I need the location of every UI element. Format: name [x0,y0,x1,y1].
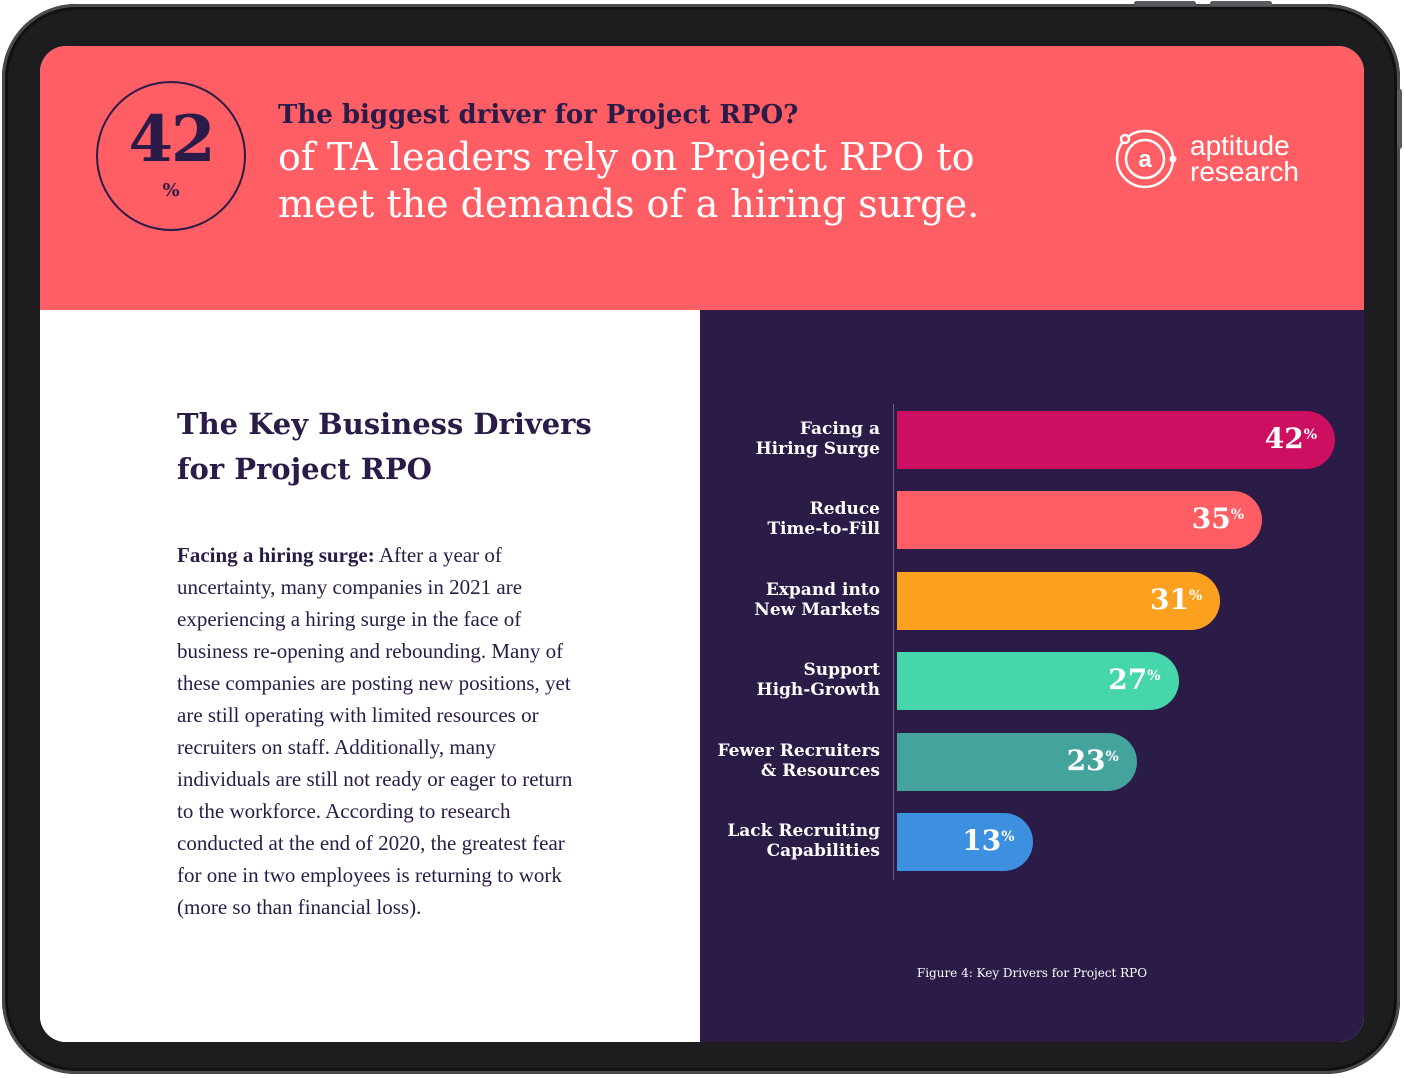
chart-caption: Figure 4: Key Drivers for Project RPO [916,966,1148,980]
bar-label: Facing a Hiring Surge [755,419,880,459]
bar-value-label: 27% [1108,663,1161,697]
stat-badge-value: 42 [128,102,215,177]
header-banner: 42 % The biggest driver for Project RPO?… [40,46,1364,310]
body-text: After a year of uncertainty, many compan… [177,543,573,919]
screen: 42 % The biggest driver for Project RPO?… [40,46,1364,1042]
bar-value-label: 31% [1150,582,1203,616]
volume-button-top [1134,1,1196,6]
svg-text:a: a [1138,146,1152,173]
logo-text-aptitude: aptitude [1190,130,1290,161]
article-column: The Key Business Drivers for Project RPO… [40,310,700,1042]
aptitude-research-logo: a aptitude research [1112,124,1312,194]
stat-badge: 42 % [96,81,246,231]
body-paragraph: Facing a hiring surge: After a year of u… [177,539,577,923]
bar-value-label: 23% [1066,743,1119,777]
bar: 31% [897,571,1221,630]
header-headline: of TA leaders rely on Project RPO to mee… [278,135,980,226]
bar-value-label: 42% [1264,422,1317,455]
volume-button-top-2 [1210,1,1272,6]
bar-label: Fewer Recruiters & Resources [717,740,880,781]
chart-panel: Facing a Hiring Surge 42% Reduce Time-to-Fil… [700,310,1364,1042]
bar-label: Expand into New Markets [754,579,880,620]
body-lead: Facing a hiring surge: [177,543,375,567]
bar-label: Support High-Growth [756,660,880,701]
bar-label: Reduce Time-to-Fill [767,499,880,540]
bar: 13% [897,813,1033,871]
bar: 35% [897,491,1262,550]
header-eyebrow: The biggest driver for Project RPO? [278,100,799,130]
bar-value-label: 35% [1191,502,1244,536]
stat-badge-unit: % [162,180,180,201]
section-title: The Key Business Drivers for Project RPO [177,407,592,486]
logo-text-research: research [1190,156,1299,187]
chart-axis-line [893,404,894,880]
bar: 42% [897,411,1335,469]
side-button [1397,89,1402,149]
bar: 23% [897,732,1137,791]
bar-value-label: 13% [962,824,1015,857]
bar-label: Lack Recruiting Capabilities [727,821,880,861]
bar: 27% [897,652,1179,711]
aptitude-logo-icon: a [1115,129,1177,189]
